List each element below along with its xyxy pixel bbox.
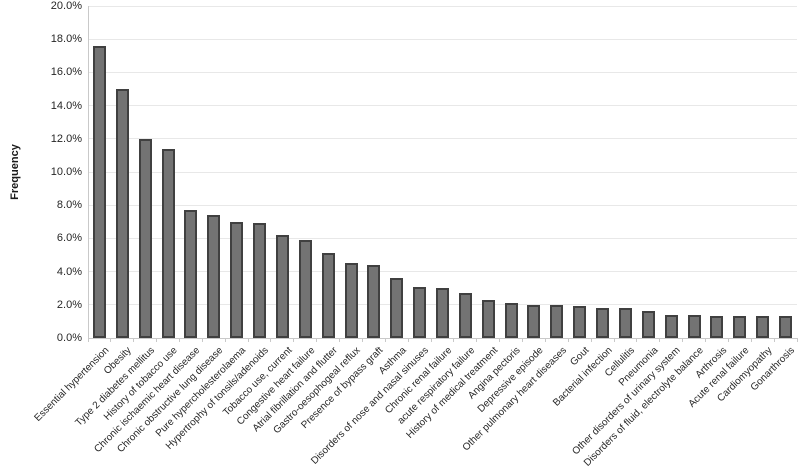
bar	[641, 311, 655, 338]
y-tick-label: 8.0%	[56, 199, 82, 212]
gridline	[88, 271, 797, 273]
y-tick-label: 10.0%	[50, 166, 82, 178]
x-axis-tick	[590, 338, 592, 342]
bar	[573, 306, 587, 338]
bar	[161, 148, 175, 338]
bar	[92, 45, 106, 338]
x-axis-tick	[567, 338, 569, 342]
x-axis-tick	[339, 338, 341, 342]
x-axis-line	[88, 337, 797, 339]
x-axis-tick	[499, 338, 501, 342]
bar	[184, 210, 198, 338]
bar	[321, 253, 335, 338]
y-tick-label: 12.0%	[50, 132, 82, 145]
bar	[550, 304, 564, 338]
x-axis-tick	[384, 338, 386, 342]
bar	[390, 278, 404, 338]
x-axis-tick	[636, 338, 638, 342]
bar	[687, 314, 701, 338]
y-tick-label: 20.0%	[50, 0, 82, 12]
bar	[527, 304, 541, 338]
x-axis-tick	[659, 338, 661, 342]
bar	[596, 308, 610, 338]
x-axis-tick	[247, 338, 249, 342]
x-axis-tick	[727, 338, 729, 342]
bar	[115, 89, 129, 338]
x-axis-tick	[133, 338, 135, 342]
y-tick-label: 16.0%	[50, 66, 82, 79]
gridline	[88, 171, 797, 173]
y-tick-label: 2.0%	[56, 298, 82, 311]
bar	[733, 316, 747, 338]
x-axis-tick	[430, 338, 432, 342]
bar	[344, 263, 358, 338]
x-axis-tick	[773, 338, 775, 342]
y-axis-title: Frequency	[9, 144, 21, 200]
x-axis-tick	[522, 338, 524, 342]
x-axis-tick	[316, 338, 318, 342]
x-axis-tick	[705, 338, 707, 342]
bar	[436, 288, 449, 338]
gridline	[88, 38, 797, 40]
x-axis-tick	[224, 338, 226, 342]
bar	[664, 314, 678, 338]
bar	[253, 223, 267, 338]
x-axis-tick	[407, 338, 409, 342]
gridline	[88, 204, 797, 206]
y-tick-label: 6.0%	[56, 232, 82, 245]
bar	[481, 299, 495, 338]
gridline	[88, 105, 797, 107]
y-tick-label: 0.0%	[56, 332, 82, 344]
x-axis-tick	[613, 338, 615, 342]
x-axis-tick	[110, 338, 112, 342]
x-axis-tick	[796, 338, 798, 342]
x-axis-tick	[544, 338, 546, 342]
x-axis-tick	[270, 338, 272, 342]
bar	[413, 286, 427, 338]
bar	[298, 240, 312, 338]
gridline	[88, 237, 797, 239]
bar	[710, 316, 724, 338]
x-category-label: Essential hypertension	[32, 345, 112, 424]
bar	[138, 138, 152, 338]
x-axis-tick	[293, 338, 295, 342]
bar	[504, 303, 518, 338]
x-axis-tick	[453, 338, 455, 342]
x-axis-tick	[87, 338, 89, 342]
x-axis-tick	[361, 338, 363, 342]
y-tick-label: 4.0%	[56, 265, 82, 278]
x-axis-tick	[178, 338, 180, 342]
x-axis-tick	[156, 338, 158, 342]
y-tick-label: 18.0%	[50, 33, 82, 46]
x-axis-tick	[476, 338, 478, 342]
gridline	[88, 5, 797, 7]
bar	[275, 235, 289, 338]
bar	[779, 316, 793, 338]
bar	[756, 316, 770, 338]
bar	[367, 264, 381, 338]
x-axis-tick	[201, 338, 203, 342]
x-axis-tick	[750, 338, 752, 342]
bar	[230, 221, 244, 338]
y-axis-line	[87, 6, 89, 338]
gridline	[88, 71, 797, 73]
x-axis-tick	[682, 338, 684, 342]
y-tick-label: 14.0%	[50, 99, 82, 112]
bar	[618, 308, 632, 338]
bar	[458, 293, 472, 338]
bar	[207, 215, 221, 338]
gridline	[88, 138, 797, 140]
